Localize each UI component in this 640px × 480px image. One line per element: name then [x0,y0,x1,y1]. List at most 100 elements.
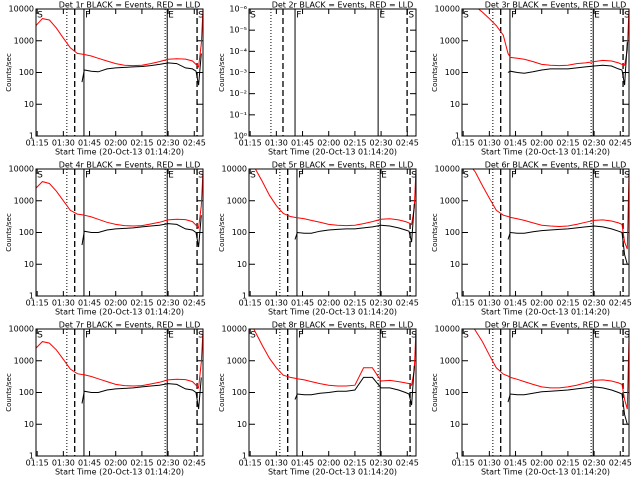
y-tick-label: 10 [237,260,247,269]
x-tick-label: 02:30 [583,139,606,148]
x-tick-label: 01:15 [239,139,262,148]
x-axis-label: Start Time (20-Oct-13 01:14:20) [268,468,397,477]
event-label: E [381,331,387,341]
plot-frame [461,8,630,137]
plot-frame [35,8,204,137]
y-axis-label: Counts/sec [218,213,226,252]
x-tick-label: 02:30 [370,299,393,308]
x-tick-label: 01:45 [78,139,101,148]
y-tick-label: 10⁻⁵ [229,26,247,35]
y-tick-label: 10000 [435,325,460,334]
y-tick-label: 100 [19,68,34,77]
y-tick-label: 10 [450,100,460,109]
x-tick-label: 02:00 [317,299,340,308]
event-label: E [594,11,600,21]
x-tick-label: 02:00 [530,459,553,468]
x-tick-label: 02:30 [157,459,180,468]
x-tick-label: 02:45 [396,299,419,308]
y-tick-label: 1 [455,292,460,301]
y-tick-label: 100 [445,388,460,397]
y-tick-label: 10 [450,260,460,269]
x-tick-label: 02:30 [583,459,606,468]
y-tick-label: 1 [242,292,247,301]
y-tick-label: 10000 [9,325,34,334]
event-label: S [624,331,630,341]
x-tick-label: 01:15 [452,299,475,308]
x-tick-label: 02:00 [530,299,553,308]
x-axis-label: Start Time (20-Oct-13 01:14:20) [481,148,610,157]
x-tick-label: 02:00 [104,459,127,468]
x-tick-label: 01:15 [239,299,262,308]
series-line [472,169,629,250]
x-tick-label: 01:30 [478,139,501,148]
event-label: F [511,11,516,21]
y-tick-label: 1000 [227,196,247,205]
x-axis-label: Start Time (20-Oct-13 01:14:20) [481,468,610,477]
panel: Det 7r BLACK = Events, RED = LLD Start Ti… [5,321,206,477]
panel: Det 2r BLACK = Events, RED = LLD Start Ti… [218,1,419,157]
chart-title: Det 3r BLACK = Events, RED = LLD [485,1,627,10]
x-tick-label: 02:00 [317,459,340,468]
event-label: F [296,11,301,21]
series-line [36,9,203,68]
x-tick-label: 02:45 [396,459,419,468]
y-axis-label: Counts/sec [431,213,439,252]
x-tick-label: 02:00 [104,299,127,308]
y-tick-label: 10⁻² [229,89,247,98]
x-tick-label: 02:45 [396,139,419,148]
plot-frame [35,168,204,297]
x-tick-label: 01:45 [504,139,527,148]
y-tick-label: 10000 [435,165,460,174]
plot-frame [461,168,630,297]
x-tick-label: 01:15 [239,459,262,468]
x-tick-label: 02:15 [556,459,579,468]
event-label: S [250,171,256,181]
y-tick-label: 10⁻⁶ [229,5,247,14]
event-label: S [408,11,414,21]
series-line [507,386,628,425]
panel: Det 3r BLACK = Events, RED = LLD Start Ti… [431,1,632,157]
event-label: S [463,171,469,181]
chart-title: Det 2r BLACK = Events, RED = LLD [272,1,414,10]
y-tick-label: 1000 [440,356,460,365]
y-tick-label: 1 [455,132,460,141]
x-tick-label: 02:45 [609,299,632,308]
series-line [507,225,628,265]
event-label: S [624,171,630,181]
panel: Det 8r BLACK = Events, RED = LLD Start Ti… [218,321,419,477]
x-tick-label: 02:45 [183,299,206,308]
y-tick-label: 10⁻³ [229,68,247,77]
x-tick-label: 02:45 [183,139,206,148]
y-tick-label: 10 [24,420,34,429]
series-line [294,365,415,406]
x-tick-label: 02:45 [609,459,632,468]
y-tick-label: 10⁰ [234,132,247,141]
x-axis-label: Start Time (20-Oct-13 01:14:20) [55,308,184,317]
series-line [473,329,629,410]
x-tick-label: 01:15 [26,299,49,308]
x-tick-label: 01:15 [452,139,475,148]
event-label: S [411,331,417,341]
event-label: F [511,171,516,181]
x-tick-label: 02:15 [130,139,153,148]
x-tick-label: 02:30 [157,139,180,148]
x-tick-label: 02:15 [556,139,579,148]
y-axis-label: Counts/sec [218,373,226,412]
x-tick-label: 02:15 [556,299,579,308]
y-tick-label: 10000 [9,165,34,174]
y-tick-label: 100 [232,228,247,237]
y-tick-label: 1 [29,292,34,301]
x-tick-label: 01:30 [52,299,75,308]
x-axis-label: Start Time (20-Oct-13 01:14:20) [268,308,397,317]
x-tick-label: 01:15 [26,459,49,468]
x-tick-label: 01:45 [78,459,101,468]
y-tick-label: 100 [232,388,247,397]
event-label: E [168,171,174,181]
y-axis-label: Counts/sec [431,373,439,412]
event-label: S [624,11,630,21]
x-tick-label: 01:45 [78,299,101,308]
x-tick-label: 01:30 [265,139,288,148]
panel: Det 9r BLACK = Events, RED = LLD Start Ti… [431,321,632,477]
y-tick-label: 1 [29,452,34,461]
